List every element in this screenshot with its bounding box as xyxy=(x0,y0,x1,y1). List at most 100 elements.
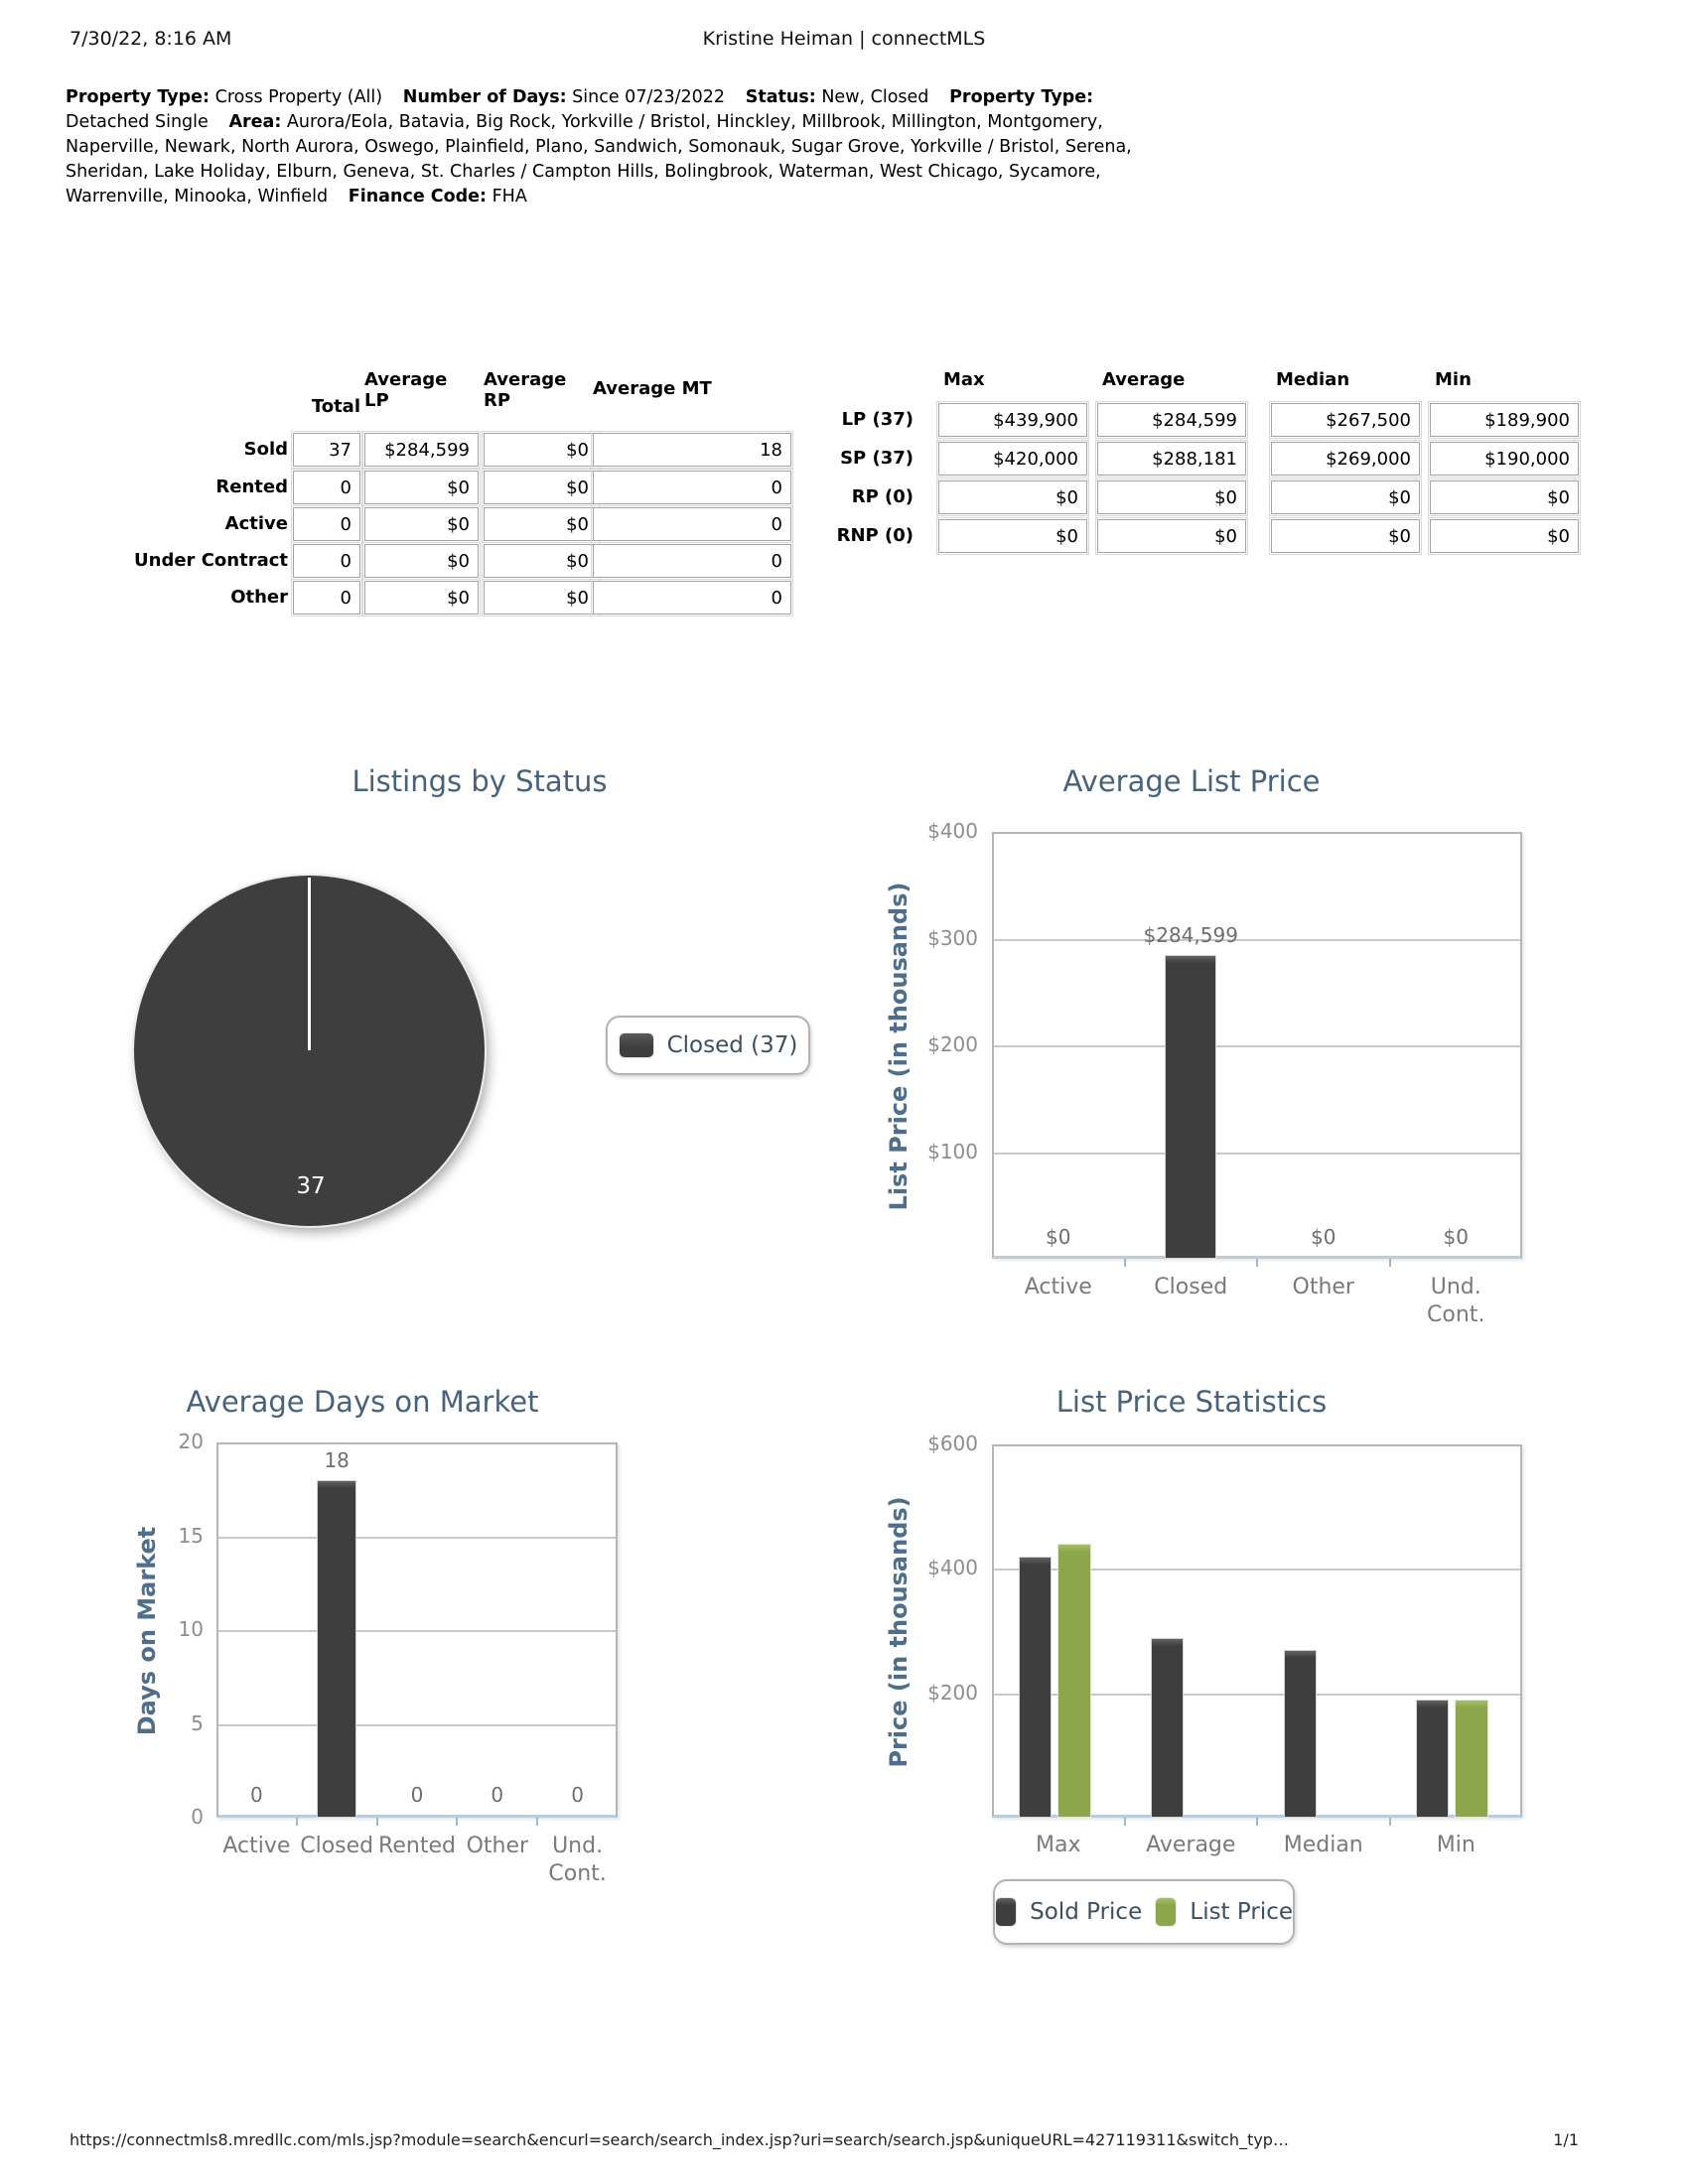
summary-left-col-header: Average LP xyxy=(364,369,448,411)
list-price-stats-y-axis-title: Price (in thousands) xyxy=(885,1496,913,1768)
summary-right-cell: $288,181 xyxy=(1095,440,1248,478)
pie-slice-divider xyxy=(308,878,311,1050)
avg-days-x-label: Und. Cont. xyxy=(548,1834,607,1886)
list-price-stats-y-tick: $600 xyxy=(927,1432,978,1455)
summary-left-cell: 0 xyxy=(291,579,362,616)
summary-right-row-label: RNP (0) xyxy=(836,525,914,546)
avg-list-price-gridline xyxy=(994,938,1520,941)
pie-slice-value: 37 xyxy=(296,1173,326,1199)
avg-days-gridline xyxy=(218,1630,616,1632)
avg-days-value-label: 18 xyxy=(324,1447,350,1472)
criteria-segment: Area: Aurora/Eola, Batavia, Big Rock, Yo… xyxy=(66,112,1132,206)
summary-left-cell: $0 xyxy=(482,505,600,543)
avg-days-x-label: Closed xyxy=(300,1834,374,1858)
legend-label-closed: Closed (37) xyxy=(666,1032,798,1058)
summary-right-cell: $0 xyxy=(1269,517,1422,555)
summary-left-cell: 0 xyxy=(591,579,793,616)
list-price-stats-x-label: Median xyxy=(1283,1833,1363,1857)
list-price-stats-gridline xyxy=(994,1693,1520,1696)
avg-list-price-y-tick: $100 xyxy=(927,1139,978,1163)
summary-right-cell: $0 xyxy=(936,478,1089,516)
avg-days-x-label: Other xyxy=(466,1834,529,1858)
summary-right-col-header: Min xyxy=(1435,369,1472,390)
list-price-stats-x-label: Max xyxy=(1036,1833,1081,1857)
sold-price-bar xyxy=(1151,1638,1185,1818)
avg-days-axis-tickmark xyxy=(295,1818,298,1826)
avg-days-bar xyxy=(317,1479,357,1818)
summary-right-row-label: SP (37) xyxy=(840,448,914,469)
summary-right-cell: $0 xyxy=(936,517,1089,555)
legend-label-list-price: List Price xyxy=(1190,1899,1293,1925)
summary-left-cell: $0 xyxy=(482,431,600,469)
avg-days-x-label: Rented xyxy=(378,1834,456,1858)
avg-list-price-y-tick: $400 xyxy=(927,819,978,843)
summary-right-cell: $0 xyxy=(1428,517,1581,555)
avg-list-price-y-tick: $300 xyxy=(927,925,978,950)
summary-right-cell: $267,500 xyxy=(1269,401,1422,439)
summary-left-col-header: Total xyxy=(311,396,360,417)
summary-left-cell: $0 xyxy=(362,579,481,616)
summary-left-cell: $0 xyxy=(362,505,481,543)
pie-legend: Closed (37) xyxy=(606,1016,810,1075)
avg-days-plot xyxy=(216,1442,618,1818)
summary-right-col-header: Max xyxy=(943,369,985,390)
legend-label-sold-price: Sold Price xyxy=(1030,1899,1143,1925)
avg-days-axis-tickmark xyxy=(375,1818,378,1826)
summary-right-col-header: Median xyxy=(1276,369,1350,390)
summary-left-row-label: Under Contract xyxy=(134,550,288,571)
summary-left-cell: $0 xyxy=(362,542,481,580)
summary-left-cell: $0 xyxy=(482,542,600,580)
avg-list-price-axis-tickmark xyxy=(1123,1259,1126,1267)
summary-right-row-label: LP (37) xyxy=(841,409,914,430)
avg-list-price-plot xyxy=(992,832,1522,1259)
criteria-segment: Finance Code: FHA xyxy=(348,187,527,206)
summary-left-row-label: Sold xyxy=(243,439,288,460)
avg-list-price-x-label: Other xyxy=(1292,1275,1354,1299)
avg-list-price-x-label: Und. Cont. xyxy=(1427,1275,1485,1327)
avg-days-value-label: 0 xyxy=(410,1783,424,1807)
summary-left-cell: 0 xyxy=(291,469,362,506)
summary-right-cell: $284,599 xyxy=(1095,401,1248,439)
avg-days-axis-tickmark xyxy=(536,1818,539,1826)
summary-left-row-label: Rented xyxy=(215,477,288,497)
criteria-segment: Status: New, Closed xyxy=(745,87,946,107)
criteria-segment: Property Type: Detached Single xyxy=(66,87,1094,132)
summary-right-cell: $190,000 xyxy=(1428,440,1581,478)
avg-list-price-gridline xyxy=(994,1045,1520,1047)
legend-swatch-list-price xyxy=(1155,1897,1178,1927)
list-price-stats-y-tick: $200 xyxy=(927,1680,978,1705)
summary-left-cell: $0 xyxy=(482,579,600,616)
summary-right-cell: $0 xyxy=(1095,478,1248,516)
avg-days-gridline xyxy=(218,1536,616,1539)
list-price-stats-gridline xyxy=(994,1569,1520,1571)
summary-left-cell: 0 xyxy=(591,469,793,506)
list-price-stats-x-label: Min xyxy=(1436,1833,1476,1857)
summary-left-cell: 0 xyxy=(291,542,362,580)
criteria-segment: Number of Days: Since 07/23/2022 xyxy=(402,87,742,107)
summary-right-cell: $0 xyxy=(1095,517,1248,555)
summary-right-cell: $420,000 xyxy=(936,440,1089,478)
avg-list-price-axis-tickmark xyxy=(1256,1259,1258,1267)
sold-price-bar xyxy=(1283,1650,1317,1818)
list-price-stats-x-label: Average xyxy=(1146,1833,1236,1857)
summary-left-row-label: Other xyxy=(230,587,288,608)
avg-list-price-gridline xyxy=(994,1152,1520,1155)
list-price-stats-axis-tickmark xyxy=(1388,1818,1391,1826)
avg-list-price-bar xyxy=(1165,955,1217,1259)
summary-right-col-header: Average xyxy=(1102,369,1186,390)
avg-days-gridline xyxy=(218,1723,616,1726)
search-criteria: Property Type: Cross Property (All) Numb… xyxy=(66,85,1153,209)
avg-days-y-tick: 20 xyxy=(178,1430,204,1453)
list-price-stats-axis-tickmark xyxy=(1123,1818,1126,1826)
avg-days-y-tick: 5 xyxy=(191,1710,204,1735)
summary-right-row-label: RP (0) xyxy=(851,486,914,507)
avg-days-axis-tickmark xyxy=(456,1818,459,1826)
avg-days-value-label: 0 xyxy=(250,1783,263,1807)
avg-list-price-value-label: $284,599 xyxy=(1143,923,1238,948)
avg-list-price-value-label: $0 xyxy=(1046,1225,1071,1249)
summary-left-cell: 0 xyxy=(291,505,362,543)
avg-list-price-x-label: Closed xyxy=(1154,1275,1228,1299)
summary-left-cell: $284,599 xyxy=(362,431,481,469)
list-price-stats-legend: Sold Price List Price xyxy=(993,1879,1295,1945)
